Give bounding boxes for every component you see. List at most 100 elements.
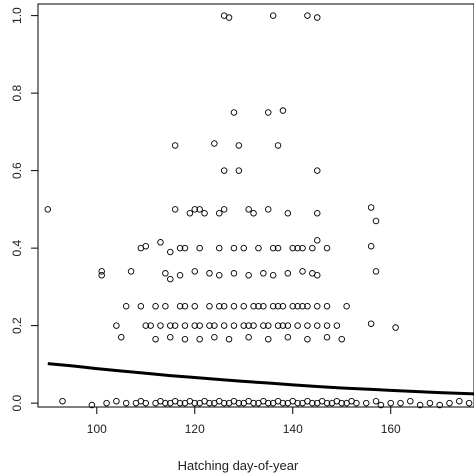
data-point: [284, 209, 292, 217]
data-point: [201, 209, 208, 217]
data-point: [446, 399, 453, 407]
data-point: [88, 401, 96, 409]
data-point: [313, 272, 321, 279]
data-point: [392, 324, 399, 331]
points-layer: [44, 12, 473, 409]
x-tick-label: 100: [87, 422, 107, 436]
data-point: [313, 237, 321, 244]
data-point: [362, 399, 370, 407]
data-point: [211, 140, 218, 147]
data-point: [304, 12, 311, 19]
data-point: [250, 303, 257, 310]
data-point: [284, 334, 292, 341]
data-point: [152, 303, 159, 310]
fitted-curve: [47, 362, 474, 396]
data-point: [279, 399, 287, 407]
data-point: [260, 303, 267, 310]
data-point: [225, 335, 233, 343]
data-point: [220, 399, 228, 407]
y-tick-label: 0.4: [10, 239, 24, 256]
data-point: [142, 322, 150, 329]
data-point: [255, 303, 262, 310]
data-point: [260, 322, 267, 329]
data-point: [323, 399, 331, 407]
data-point: [416, 401, 424, 409]
data-point: [220, 167, 228, 174]
data-point: [191, 399, 199, 407]
data-point: [294, 303, 301, 310]
data-point: [343, 303, 350, 310]
y-tick-label: 0.6: [10, 162, 24, 179]
data-point: [137, 303, 145, 310]
data-point: [456, 397, 463, 405]
data-point: [167, 322, 174, 329]
data-point: [206, 303, 213, 310]
data-point: [196, 206, 203, 213]
data-point: [196, 322, 203, 329]
data-point: [284, 270, 292, 277]
data-point: [191, 322, 199, 329]
data-point: [235, 142, 243, 149]
data-point: [269, 12, 277, 19]
data-point: [407, 397, 414, 405]
data-point: [313, 209, 321, 217]
data-point: [299, 303, 306, 310]
x-axis-title: Hatching day-of-year: [178, 458, 299, 473]
data-point: [230, 270, 238, 277]
data-point: [338, 399, 345, 407]
data-point: [113, 397, 120, 405]
data-point: [240, 303, 247, 310]
data-point: [216, 303, 223, 310]
data-point: [142, 399, 150, 407]
data-point: [372, 217, 380, 225]
data-point: [255, 244, 262, 252]
data-point: [313, 14, 321, 21]
data-point: [313, 322, 321, 329]
data-point: [284, 322, 292, 329]
data-point: [122, 303, 130, 310]
data-point: [196, 335, 203, 343]
data-point: [279, 322, 287, 329]
data-point: [176, 272, 184, 279]
line-layer: [47, 362, 474, 396]
data-point: [230, 109, 238, 116]
data-point: [206, 399, 213, 407]
data-point: [304, 335, 311, 343]
data-point: [367, 320, 375, 327]
data-point: [323, 244, 331, 252]
data-point: [323, 303, 331, 310]
data-point: [206, 270, 213, 277]
data-point: [250, 209, 257, 217]
y-tick-label: 0.8: [10, 84, 24, 101]
data-point: [196, 244, 203, 252]
data-point: [113, 322, 120, 329]
data-point: [157, 239, 164, 246]
data-point: [269, 244, 277, 252]
data-point: [426, 399, 434, 407]
y-tick-label: 1.0: [10, 7, 24, 24]
data-point: [211, 334, 218, 341]
data-point: [216, 209, 223, 217]
data-point: [294, 244, 301, 252]
data-point: [269, 272, 277, 279]
data-point: [333, 322, 341, 329]
data-point: [279, 107, 287, 114]
data-point: [176, 399, 184, 407]
data-point: [367, 242, 375, 250]
data-point: [274, 142, 282, 149]
data-point: [230, 244, 238, 252]
x-tick-label: 160: [381, 422, 401, 436]
data-point: [289, 303, 296, 310]
data-point: [387, 399, 394, 407]
data-point: [211, 322, 218, 329]
data-point: [118, 334, 125, 341]
data-point: [265, 335, 272, 343]
data-point: [191, 206, 199, 213]
data-point: [265, 399, 272, 407]
data-point: [294, 399, 301, 407]
data-point: [309, 399, 316, 407]
data-point: [299, 244, 306, 252]
data-point: [372, 268, 380, 275]
data-point: [162, 399, 169, 407]
